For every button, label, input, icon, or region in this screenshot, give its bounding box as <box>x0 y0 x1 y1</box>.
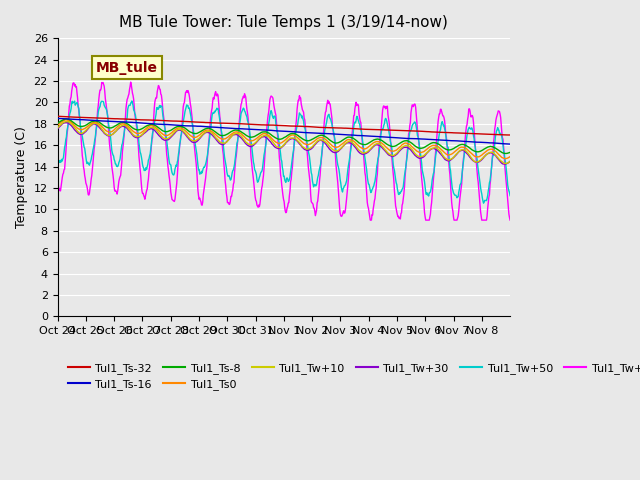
Text: MB_tule: MB_tule <box>96 60 158 74</box>
Legend: Tul1_Ts-32, Tul1_Ts-16, Tul1_Ts-8, Tul1_Ts0, Tul1_Tw+10, Tul1_Tw+30, Tul1_Tw+50,: Tul1_Ts-32, Tul1_Ts-16, Tul1_Ts-8, Tul1_… <box>63 358 640 395</box>
Y-axis label: Temperature (C): Temperature (C) <box>15 126 28 228</box>
Title: MB Tule Tower: Tule Temps 1 (3/19/14-now): MB Tule Tower: Tule Temps 1 (3/19/14-now… <box>120 15 448 30</box>
